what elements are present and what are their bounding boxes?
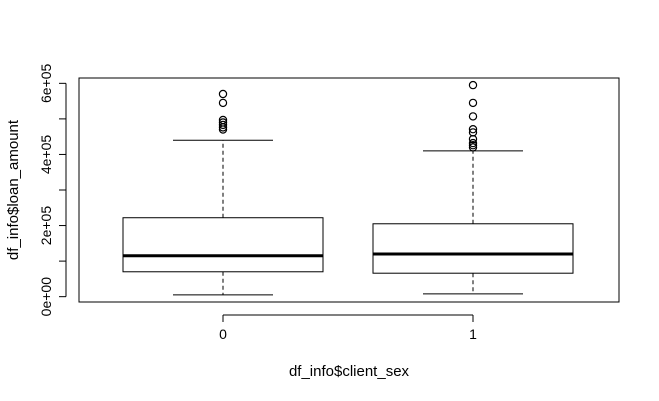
iqr-box	[122, 217, 324, 273]
y-tick-label: 6e+05	[38, 63, 54, 103]
outlier-point	[468, 80, 478, 90]
x-tick-label: 0	[219, 326, 227, 342]
outlier-point	[468, 124, 478, 134]
outlier-point	[218, 89, 228, 99]
outlier-point	[468, 112, 478, 121]
y-tick-label: 4e+05	[38, 135, 54, 175]
outlier-point	[218, 115, 228, 125]
x-axis-title: df_info$client_sex	[289, 363, 410, 380]
box-group	[122, 89, 324, 296]
x-tick-label: 1	[469, 326, 477, 342]
y-tick-label: 0e+00	[38, 277, 54, 317]
iqr-box	[372, 223, 574, 274]
y-axis: 0e+00 2e+05 4e+05 6e+05	[38, 63, 67, 317]
outlier-point	[218, 98, 228, 108]
y-tick-label: 2e+05	[38, 206, 54, 246]
box-group	[372, 80, 574, 295]
outlier-point	[468, 98, 478, 108]
outlier-point	[468, 138, 478, 148]
outlier-point	[468, 128, 478, 137]
outlier-point	[218, 120, 228, 130]
boxes-layer	[122, 80, 574, 296]
y-axis-title: df_info$loan_amount	[5, 119, 22, 260]
plot-frame	[78, 77, 620, 303]
outlier-point	[218, 118, 228, 127]
